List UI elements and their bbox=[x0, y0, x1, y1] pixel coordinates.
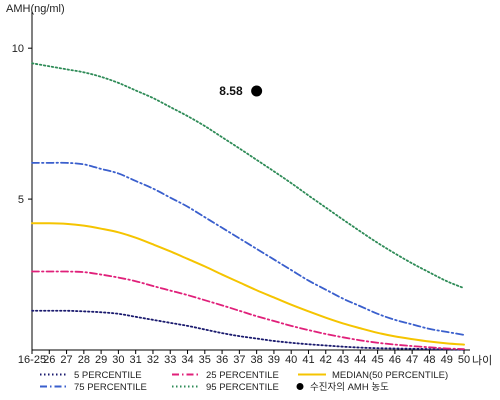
x-tick-label: 34 bbox=[181, 354, 193, 366]
x-tick-label: 49 bbox=[441, 354, 453, 366]
x-tick-label: 46 bbox=[389, 354, 401, 366]
x-tick-label: 28 bbox=[78, 354, 90, 366]
x-axis-title: 나이 bbox=[472, 354, 492, 367]
x-tick-label: 31 bbox=[130, 354, 142, 366]
legend-item-6-marker bbox=[296, 383, 304, 390]
x-tick-label: 39 bbox=[268, 354, 280, 366]
legend-item-4-label: 75 PERCENTILE bbox=[74, 382, 147, 393]
x-tick-label: 16-25 bbox=[18, 354, 46, 366]
patient-amh-point-label: 8.58 bbox=[219, 84, 243, 98]
x-tick-label: 45 bbox=[371, 354, 383, 366]
series-layer bbox=[31, 62, 465, 351]
x-tick-label: 47 bbox=[406, 354, 418, 366]
x-tick-label: 27 bbox=[60, 354, 72, 366]
x-tick-label: 33 bbox=[164, 354, 176, 366]
series-line-25-percentile bbox=[31, 270, 465, 350]
y-tick-label: 5 bbox=[18, 194, 24, 206]
x-tick-label: 29 bbox=[95, 354, 107, 366]
x-tick-label: 32 bbox=[147, 354, 159, 366]
series-line-95-percentile bbox=[31, 62, 465, 290]
legend-item-5-label: 95 PERCENTILE bbox=[206, 382, 279, 393]
x-tick-label: 42 bbox=[320, 354, 332, 366]
x-tick-label: 44 bbox=[354, 354, 366, 366]
x-tick-label: 37 bbox=[233, 354, 245, 366]
legend-item-3-label: MEDIAN(50 PERCENTILE) bbox=[332, 370, 448, 381]
x-tick-label: 26 bbox=[43, 354, 55, 366]
x-tick-label: 36 bbox=[216, 354, 228, 366]
legend: 5 PERCENTILE 25 PERCENTILE MEDIAN(50 PERCE… bbox=[40, 370, 448, 393]
x-tick-label: 30 bbox=[112, 354, 124, 366]
x-tick-label: 41 bbox=[302, 354, 314, 366]
y-axis-title: AMH(ng/ml) bbox=[6, 3, 65, 15]
series-line-5-percentile bbox=[31, 309, 465, 351]
x-tick-label: 38 bbox=[251, 354, 263, 366]
point-layer: 8.58 bbox=[219, 84, 263, 98]
series-line-median-50-percentile bbox=[31, 222, 465, 346]
patient-amh-point bbox=[251, 85, 263, 97]
legend-item-2-label: 25 PERCENTILE bbox=[206, 370, 279, 381]
x-tick-label: 43 bbox=[337, 354, 349, 366]
legend-item-6-label: 수진자의 AMH 농도 bbox=[310, 382, 389, 393]
x-tick-label: 40 bbox=[285, 354, 297, 366]
x-tick-label: 35 bbox=[199, 354, 211, 366]
y-tick-label: 10 bbox=[12, 43, 24, 55]
series-line-75-percentile bbox=[31, 161, 465, 336]
x-tick-label: 48 bbox=[423, 354, 435, 366]
legend-item-1-label: 5 PERCENTILE bbox=[74, 370, 142, 381]
x-tick-label: 50 bbox=[458, 354, 470, 366]
